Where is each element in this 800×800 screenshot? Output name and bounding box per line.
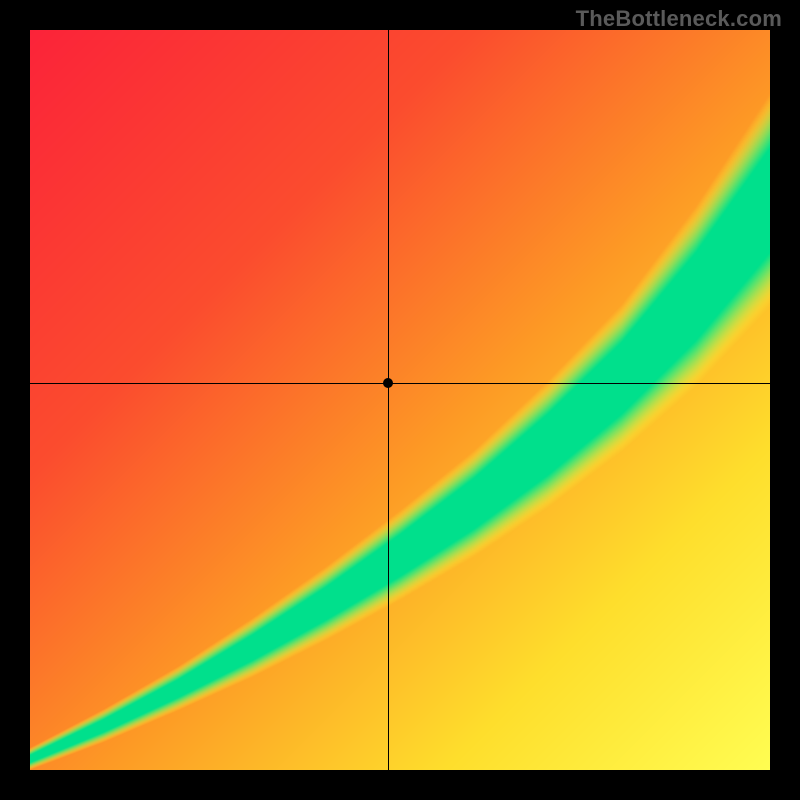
crosshair-vertical-line [388, 30, 389, 770]
figure-container: TheBottleneck.com [0, 0, 800, 800]
watermark-text: TheBottleneck.com [576, 6, 782, 32]
plot-area [30, 30, 770, 770]
bottleneck-heatmap [30, 30, 770, 770]
crosshair-horizontal-line [30, 383, 770, 384]
